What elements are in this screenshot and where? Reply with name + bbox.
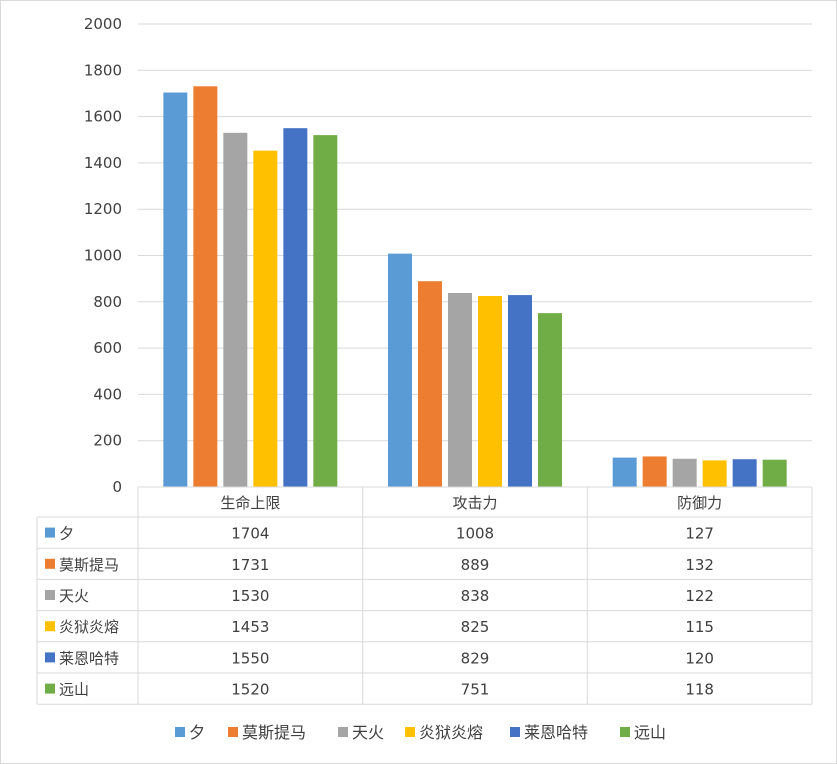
- legend-label: 天火: [352, 723, 384, 742]
- bar: [388, 253, 412, 487]
- data-label: 118: [685, 681, 714, 699]
- bar: [313, 135, 338, 487]
- data-label: 1520: [231, 681, 269, 699]
- bar: [672, 458, 697, 487]
- table-series-name: 夕: [59, 525, 74, 543]
- x-category-label: 攻击力: [452, 494, 497, 512]
- bar: [508, 295, 532, 487]
- table-series-name: 莱恩哈特: [59, 649, 119, 667]
- legend-swatch: [228, 727, 238, 737]
- data-label: 838: [461, 587, 490, 605]
- bar: [253, 150, 278, 487]
- table-series-swatch: [45, 590, 55, 600]
- bar: [612, 457, 637, 487]
- legend-swatch: [405, 727, 415, 737]
- data-label: 115: [685, 618, 714, 636]
- bar: [702, 460, 727, 487]
- data-label: 825: [461, 618, 490, 636]
- data-label: 132: [685, 556, 714, 574]
- y-tick-label: 200: [93, 432, 122, 450]
- bar: [448, 293, 472, 487]
- bar: [418, 281, 442, 487]
- data-label: 1530: [231, 587, 269, 605]
- table-series-swatch: [45, 621, 55, 632]
- y-tick-label: 1400: [84, 154, 122, 172]
- bar: [478, 296, 502, 487]
- data-label: 1731: [231, 556, 269, 574]
- data-label: 127: [685, 525, 714, 543]
- table-series-swatch: [45, 683, 55, 694]
- table-series-swatch: [45, 527, 55, 538]
- data-label: 751: [461, 681, 490, 699]
- table-series-name: 远山: [59, 681, 89, 699]
- legend-label: 远山: [634, 723, 666, 742]
- bar: [732, 459, 757, 487]
- x-category-label: 防御力: [677, 494, 722, 512]
- table-series-name: 天火: [59, 587, 89, 605]
- data-label: 889: [461, 556, 490, 574]
- table-series-swatch: [45, 558, 55, 569]
- data-label: 1008: [456, 525, 494, 543]
- legend-label: 莱恩哈特: [524, 723, 588, 742]
- bar: [163, 92, 188, 488]
- bar: [538, 313, 562, 487]
- table-series-name: 莫斯提马: [59, 556, 119, 574]
- legend-swatch: [175, 727, 185, 737]
- y-tick-label: 1800: [84, 61, 122, 79]
- data-label: 120: [685, 649, 714, 667]
- data-label: 1704: [231, 525, 269, 543]
- x-category-label: 生命上限: [220, 494, 280, 512]
- table-series-name: 炎狱炎熔: [59, 618, 119, 636]
- data-label: 1550: [231, 649, 269, 667]
- legend-label: 炎狱炎熔: [419, 723, 483, 742]
- bar: [193, 86, 218, 487]
- legend-swatch: [338, 727, 348, 737]
- bar: [283, 128, 308, 488]
- data-label: 122: [685, 587, 714, 605]
- legend-swatch: [620, 727, 630, 737]
- y-tick-label: 1200: [84, 200, 122, 218]
- y-tick-label: 1000: [84, 247, 122, 265]
- y-tick-label: 1600: [84, 108, 122, 126]
- data-label: 1453: [231, 618, 269, 636]
- legend-label: 夕: [189, 723, 205, 742]
- data-label: 829: [461, 649, 490, 667]
- y-tick-label: 0: [112, 478, 122, 496]
- legend-swatch: [510, 727, 520, 737]
- y-tick-label: 600: [93, 339, 122, 357]
- bar: [762, 459, 787, 487]
- y-tick-label: 2000: [84, 15, 122, 33]
- legend-label: 莫斯提马: [242, 723, 306, 742]
- bar: [642, 456, 667, 487]
- table-series-swatch: [45, 652, 55, 663]
- bar: [223, 132, 248, 487]
- y-tick-label: 400: [93, 385, 122, 403]
- y-tick-label: 800: [93, 293, 122, 311]
